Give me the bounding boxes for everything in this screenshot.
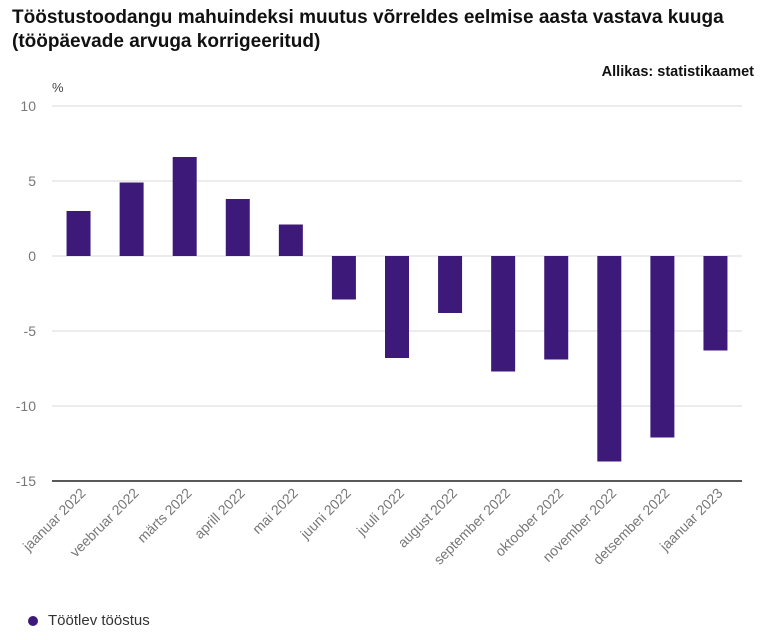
bar [385, 256, 409, 358]
bar [66, 211, 91, 256]
bar [703, 256, 728, 351]
bar [650, 256, 675, 438]
bar [597, 256, 622, 462]
y-tick-label: -15 [16, 473, 36, 489]
source-note: Allikas: statistikaamet [601, 64, 754, 80]
y-tick-label: 10 [20, 98, 36, 114]
bar [438, 256, 463, 313]
x-tick-label: juuni 2022 [296, 485, 354, 543]
bar [172, 157, 197, 256]
x-tick-label: mai 2022 [249, 485, 301, 537]
y-tick-label: 0 [28, 248, 36, 264]
legend: Töötlev tööstus [28, 612, 150, 629]
bars [66, 157, 728, 462]
legend-swatch [28, 615, 38, 626]
bar [278, 224, 303, 256]
bar [544, 256, 569, 360]
y-axis-label: % [52, 80, 64, 95]
y-tick-label: -10 [16, 398, 36, 414]
bar [119, 182, 144, 256]
x-tick-label: aprill 2022 [191, 485, 248, 542]
legend-label: Töötlev tööstus [48, 612, 150, 629]
chart-title: Tööstustoodangu mahuindeksi muutus võrre… [12, 7, 724, 52]
y-tick-label: 5 [28, 173, 36, 189]
x-tick-label: märts 2022 [134, 485, 195, 546]
bar [225, 199, 250, 256]
x-tick-label: juuli 2022 [353, 485, 408, 540]
bar [331, 256, 356, 300]
bar [491, 256, 516, 372]
y-tick-label: -5 [24, 323, 37, 339]
y-axis-ticks: 10 5 0 -5 -10 -15 [16, 98, 36, 489]
